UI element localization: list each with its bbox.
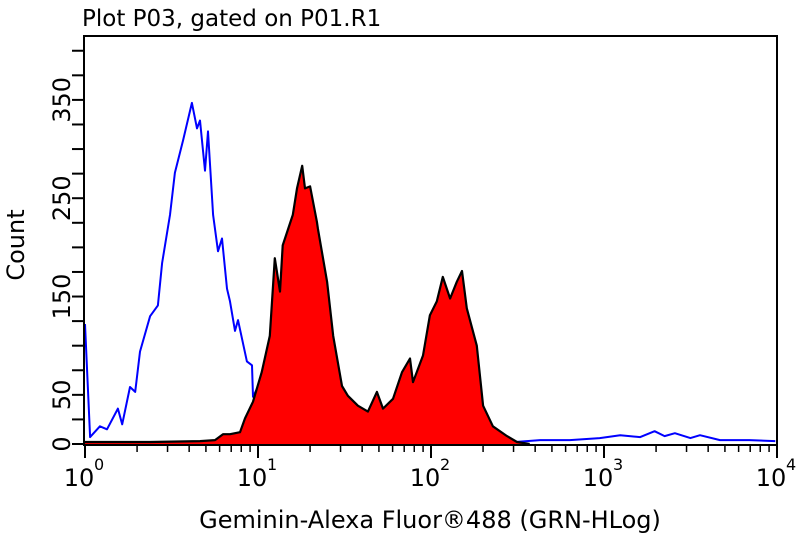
x-tick-base: 10 [583,464,614,492]
series-layer [84,101,776,446]
series-1-fill [85,165,530,445]
x-tick-base: 10 [756,464,787,492]
x-tick-label: 10 0 [64,455,104,492]
x-tick-label: 10 2 [410,455,450,492]
x-tick-label: 10 1 [237,455,277,492]
x-axis-label: Geminin-Alexa Fluor®488 (GRN-HLog) [199,506,661,534]
x-tick-exponent: 4 [786,455,796,474]
y-axis-label: Count [2,209,30,280]
y-tick-label: 150 [48,274,76,320]
x-tick-exponent: 3 [613,455,623,474]
y-tick-label: 50 [48,380,76,411]
x-tick-base: 10 [237,464,268,492]
x-tick-base: 10 [410,464,441,492]
x-tick-exponent: 0 [94,455,104,474]
x-tick-exponent: 1 [267,455,277,474]
chart-title: Plot P03, gated on P01.R1 [82,6,381,32]
x-tick-exponent: 2 [440,455,450,474]
series-1-outline [85,164,530,446]
y-tick-label: 250 [48,175,76,221]
y-tick-label: 0 [48,436,76,451]
y-tick-label: 350 [48,77,76,123]
x-tick-label: 10 3 [583,455,623,492]
series-0-line [84,101,776,443]
x-tick-base: 10 [64,464,95,492]
x-tick-label: 10 4 [756,455,796,492]
